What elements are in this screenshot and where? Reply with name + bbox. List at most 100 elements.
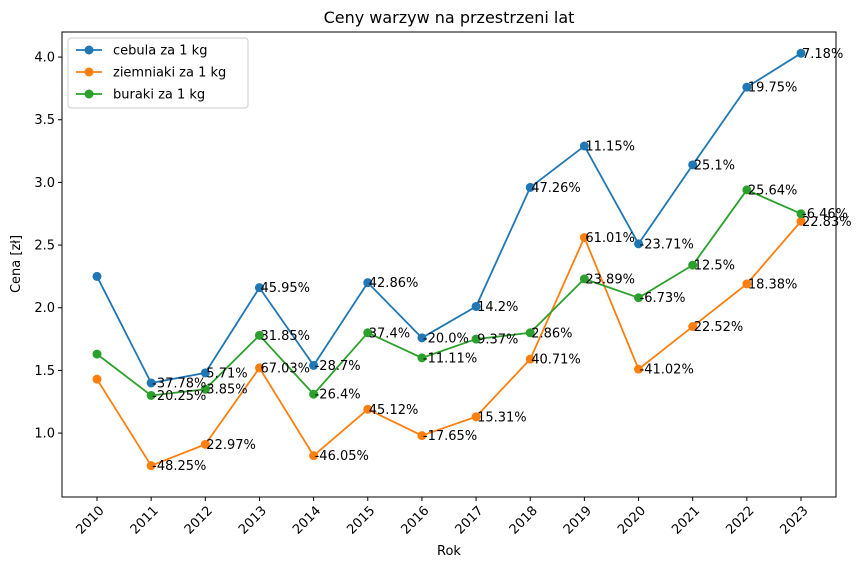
data-point bbox=[688, 322, 698, 332]
data-point bbox=[254, 283, 264, 293]
legend-swatch-marker bbox=[84, 89, 94, 99]
data-point bbox=[417, 333, 427, 343]
data-label: 2.86% bbox=[531, 326, 572, 341]
y-axis-ticks: 1.0 1.5 2.0 2.5 3.0 3.5 4.0 bbox=[34, 51, 62, 442]
data-point bbox=[471, 301, 481, 311]
data-point bbox=[309, 389, 319, 399]
series-line bbox=[96, 52, 802, 384]
data-point bbox=[796, 216, 806, 226]
data-label: 25.1% bbox=[694, 158, 735, 173]
data-point bbox=[742, 82, 752, 92]
data-label: 23.89% bbox=[585, 272, 635, 287]
data-label: 12.5% bbox=[694, 259, 735, 274]
data-point bbox=[146, 390, 156, 400]
y-tick-label: 1.5 bbox=[34, 364, 55, 379]
legend: cebula za 1 kg ziemniaki za 1 kg buraki za… bbox=[67, 37, 249, 109]
data-point bbox=[146, 461, 156, 471]
data-point bbox=[363, 278, 373, 288]
data-label: -46.05% bbox=[315, 449, 369, 464]
data-label: 22.97% bbox=[206, 438, 256, 453]
data-point bbox=[146, 378, 156, 388]
data-point bbox=[634, 239, 644, 249]
data-point bbox=[417, 353, 427, 363]
data-point bbox=[471, 412, 481, 422]
data-label: 22.83% bbox=[802, 215, 852, 230]
legend-entry-label: ziemniaki za 1 kg bbox=[113, 66, 226, 81]
y-tick-label: 1.0 bbox=[34, 427, 55, 442]
data-point bbox=[742, 279, 752, 289]
data-label: 22.52% bbox=[694, 320, 744, 335]
data-label: 5.71% bbox=[206, 366, 247, 381]
data-point bbox=[309, 360, 319, 370]
data-label: 67.03% bbox=[260, 361, 310, 376]
data-label: 45.95% bbox=[260, 281, 310, 296]
legend-entry-label: buraki za 1 kg bbox=[113, 88, 205, 103]
data-label: 18.38% bbox=[748, 277, 798, 292]
plot-frame bbox=[61, 31, 837, 498]
data-label: 9.37% bbox=[477, 333, 518, 348]
data-point bbox=[363, 328, 373, 338]
data-point bbox=[200, 439, 210, 449]
series-layer bbox=[92, 48, 806, 471]
data-label: 47.26% bbox=[531, 181, 581, 196]
data-point bbox=[742, 185, 752, 195]
data-label: -23.71% bbox=[640, 237, 694, 252]
data-label: -48.25% bbox=[152, 459, 206, 474]
data-point bbox=[363, 404, 373, 414]
data-point bbox=[92, 349, 102, 359]
legend-box bbox=[67, 37, 249, 109]
data-label: -20.25% bbox=[152, 389, 206, 404]
x-axis-label: Rok bbox=[437, 544, 461, 559]
legend-swatch-marker bbox=[84, 45, 94, 55]
data-point bbox=[579, 141, 589, 151]
data-label: 31.85% bbox=[260, 329, 310, 344]
series-line bbox=[96, 220, 802, 467]
y-tick-label: 3.5 bbox=[34, 113, 55, 128]
data-point bbox=[796, 48, 806, 58]
data-label: -11.11% bbox=[423, 351, 477, 366]
data-label: -41.02% bbox=[640, 363, 694, 378]
data-point bbox=[796, 209, 806, 219]
data-label: -6.46% bbox=[802, 207, 848, 222]
data-point bbox=[525, 182, 535, 192]
data-point bbox=[92, 374, 102, 384]
data-point bbox=[200, 384, 210, 394]
chart-title: Ceny warzyw na przestrzeni lat bbox=[324, 8, 575, 27]
y-tick-label: 2.5 bbox=[34, 239, 55, 254]
data-label: -6.73% bbox=[640, 291, 686, 306]
data-point bbox=[688, 160, 698, 170]
data-label: -37.78% bbox=[152, 376, 206, 391]
data-point bbox=[688, 260, 698, 270]
data-label: -28.7% bbox=[315, 359, 361, 374]
data-point bbox=[417, 431, 427, 441]
data-label: 15.31% bbox=[477, 410, 527, 425]
data-point bbox=[92, 271, 102, 281]
data-point bbox=[579, 233, 589, 243]
y-tick-label: 3.0 bbox=[34, 176, 55, 191]
data-label: 11.15% bbox=[585, 140, 635, 155]
data-label: 14.2% bbox=[477, 300, 518, 315]
data-label: 25.64% bbox=[748, 183, 798, 198]
data-label: -20.0% bbox=[423, 331, 469, 346]
data-point bbox=[525, 328, 535, 338]
data-point bbox=[579, 274, 589, 284]
data-label: 7.18% bbox=[802, 47, 843, 62]
data-point bbox=[634, 293, 644, 303]
y-axis-label: Cena [zł] bbox=[9, 235, 24, 293]
data-label: 19.75% bbox=[748, 81, 798, 96]
data-label: 40.71% bbox=[531, 353, 581, 368]
data-label: 37.4% bbox=[369, 326, 410, 341]
y-tick-label: 2.0 bbox=[34, 301, 55, 316]
data-point bbox=[471, 334, 481, 344]
data-label: -26.4% bbox=[315, 388, 361, 403]
data-label: 61.01% bbox=[585, 231, 635, 246]
legend-entry-label: cebula za 1 kg bbox=[113, 44, 207, 59]
data-label: 45.12% bbox=[369, 403, 419, 418]
data-point bbox=[254, 330, 264, 340]
data-point bbox=[634, 364, 644, 374]
data-point bbox=[200, 368, 210, 378]
y-tick-label: 4.0 bbox=[34, 51, 55, 66]
data-point bbox=[309, 451, 319, 461]
data-point bbox=[525, 354, 535, 364]
